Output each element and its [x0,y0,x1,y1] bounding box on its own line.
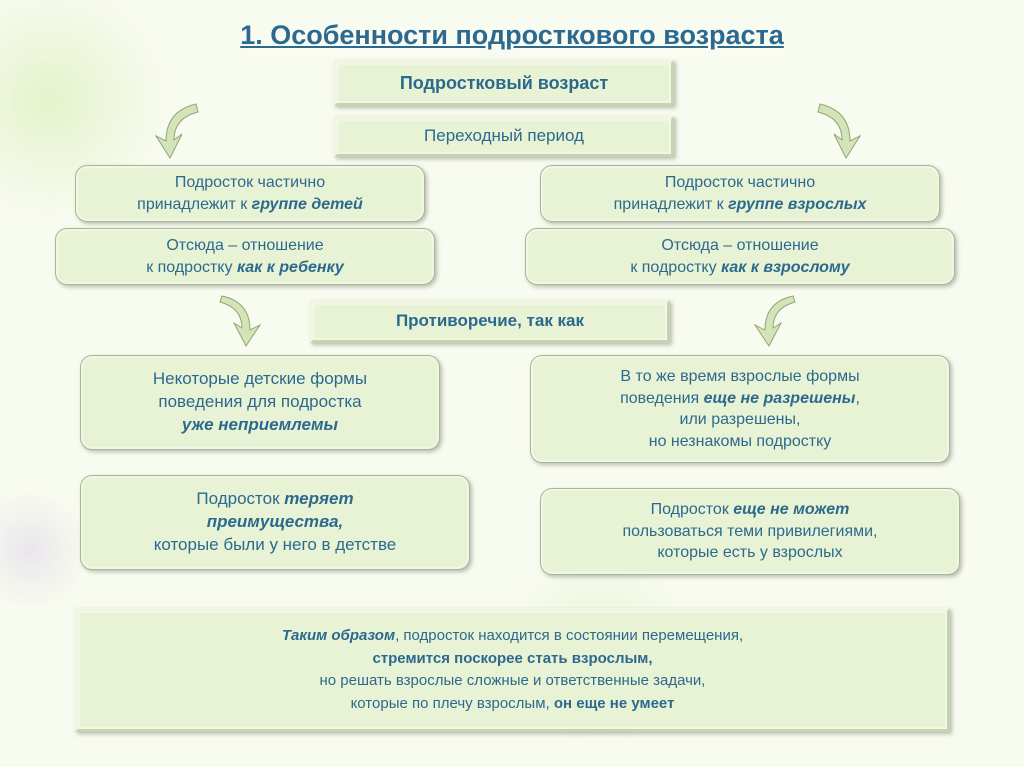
c4b: он еще не умеет [554,695,675,712]
c1a: Таким образом [282,627,395,644]
box-adolescent-age: Подростковый возраст [334,60,674,106]
c2: стремится поскорее стать взрослым, [372,650,652,667]
l1a: Подросток [196,489,284,508]
l2: пользоваться теми привилегиями, [623,523,878,540]
l4: но незнакомы подростку [649,433,832,450]
text: Подростковый возраст [400,73,608,93]
arrow-right-2 [750,290,805,350]
l2: преимущества, [207,512,344,531]
box-transition-period: Переходный период [334,116,674,157]
l2a: поведения [620,390,704,407]
l1: Некоторые детские формы [153,369,367,388]
text: Переходный период [424,126,584,145]
arrow-right-1 [808,96,868,166]
text-em: группе взрослых [728,196,866,213]
l3: которые были у него в детстве [154,535,397,554]
text-em: группе детей [252,196,363,213]
text-em: как к взрослому [721,259,850,276]
box-contradiction: Противоречие, так как [310,300,670,343]
l1a: Подросток [651,501,734,518]
l2c: , [855,390,859,407]
box-group-adults: Подросток частично принадлежит к группе … [540,165,940,222]
box-child-forms: Некоторые детские формы поведения для по… [80,355,440,450]
text-em: как к ребенку [237,259,344,276]
c3: но решать взрослые сложные и ответственн… [320,672,706,689]
l3: или разрешены, [680,411,801,428]
text: Противоречие, так как [396,311,584,330]
arrow-left-2 [210,290,265,350]
arrow-left-1 [148,96,208,166]
l1b: теряет [284,489,353,508]
slide-title: 1. Особенности подросткового возраста [0,0,1024,51]
box-cannot-use: Подросток еще не может пользоваться теми… [540,488,960,575]
em: уже неприемлемы [182,415,338,434]
box-adult-forms: В то же время взрослые формы поведения е… [530,355,950,463]
l3: которые есть у взрослых [657,544,842,561]
l2b: еще не разрешены [704,390,856,407]
l1b: еще не может [733,501,849,518]
box-conclusion: Таким образом, подросток находится в сос… [75,608,950,732]
l1: В то же время взрослые формы [620,368,859,385]
c1b: , подросток находится в состоянии переме… [395,627,743,644]
box-as-adult: Отсюда – отношение к подростку как к взр… [525,228,955,285]
c4a: которые по плечу взрослым, [351,695,554,712]
box-as-child: Отсюда – отношение к подростку как к реб… [55,228,435,285]
l2: поведения для подростка [158,392,361,411]
box-group-children: Подросток частично принадлежит к группе … [75,165,425,222]
box-loses-advantages: Подросток теряет преимущества, которые б… [80,475,470,570]
